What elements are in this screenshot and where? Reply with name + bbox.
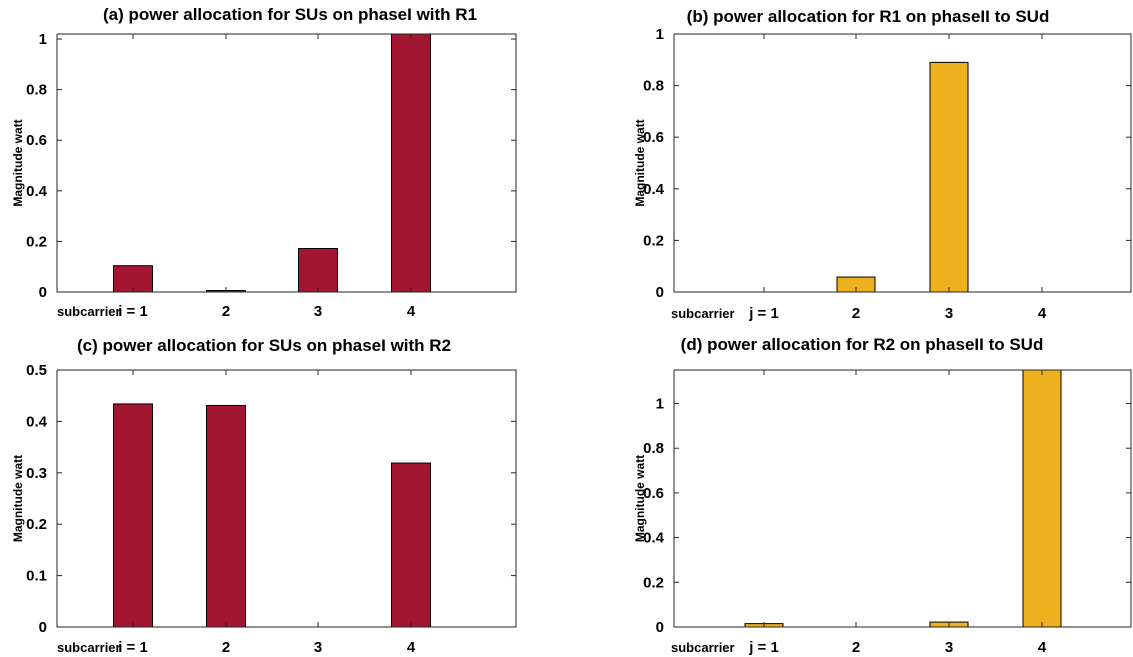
y-tick-label: 1 xyxy=(656,26,664,43)
bar-3 xyxy=(929,61,969,293)
x-tick-label: 3 xyxy=(314,303,322,320)
y-tick-label: 0.8 xyxy=(26,82,47,99)
chart-panel-c: 0 0.1 0.2 0.3 0.4 0.5 i = 1 2 3 4 subcarrier Magnit… xyxy=(0,328,566,657)
x-tick-label: 2 xyxy=(852,305,860,322)
bar-2 xyxy=(206,404,246,628)
x-tick-label: 2 xyxy=(222,303,230,320)
x-tick-label: 4 xyxy=(407,639,416,656)
bar-4 xyxy=(391,33,431,293)
axes-box xyxy=(673,369,1132,628)
chart-panel-a: 0 0.2 0.4 0.6 0.8 1 i = 1 2 3 4 subcarrier Magnitud… xyxy=(0,0,566,328)
x-tick-label: 3 xyxy=(314,639,322,656)
chart-svg: 0 0.2 0.4 0.6 0.8 1 j = 1 2 3 4 subcarrier Magnitud… xyxy=(633,7,1132,322)
y-tick-label: 0.2 xyxy=(643,574,664,591)
x-axis-label: subcarrier xyxy=(57,304,121,319)
y-tick-label: 0 xyxy=(656,284,664,301)
bar-1 xyxy=(113,403,153,628)
chart-title: (a) power allocation for SUs on phaseI w… xyxy=(103,5,477,24)
y-axis-label: Magnitude watt xyxy=(633,119,647,206)
axes-box xyxy=(673,33,1132,293)
y-tick-label: 1 xyxy=(39,31,47,48)
y-tick-label: 0.2 xyxy=(26,516,47,533)
y-tick-label: 0 xyxy=(39,619,47,636)
x-axis-label: subcarrier xyxy=(671,306,735,321)
y-tick-label: 0.2 xyxy=(26,233,47,250)
bar-4 xyxy=(1022,369,1062,628)
chart-panel-d: 0 0.2 0.4 0.6 0.8 1 j = 1 2 3 4 subcarrier Magnitud… xyxy=(566,328,1133,657)
x-tick-label: 4 xyxy=(407,303,416,320)
x-tick-label: 3 xyxy=(945,305,953,322)
x-tick-label: 2 xyxy=(222,639,230,656)
y-tick-label: 0.4 xyxy=(643,181,665,198)
chart-title: (b) power allocation for R1 on phaseII t… xyxy=(687,7,1050,26)
y-axis-label: Magnitude watt xyxy=(11,455,25,542)
y-tick-label: 0.4 xyxy=(26,413,48,430)
bar-4 xyxy=(391,462,431,628)
y-tick-label: 0.6 xyxy=(643,129,664,146)
chart-svg: 0 0.2 0.4 0.6 0.8 1 j = 1 2 3 4 subcarrier Magnitud… xyxy=(633,335,1132,656)
x-tick-label: 4 xyxy=(1038,639,1047,656)
y-tick-label: 0.4 xyxy=(26,183,48,200)
y-tick-label: 0 xyxy=(39,284,47,301)
y-tick-label: 1 xyxy=(656,396,664,413)
bar-3 xyxy=(298,247,338,293)
x-tick-label: 2 xyxy=(852,639,860,656)
x-tick-label: 4 xyxy=(1038,305,1047,322)
y-tick-label: 0.3 xyxy=(26,465,47,482)
y-tick-label: 0.1 xyxy=(26,568,47,585)
chart-title: (d) power allocation for R2 on phaseII t… xyxy=(681,335,1044,354)
axes-box xyxy=(56,33,517,293)
y-tick-label: 0.2 xyxy=(643,232,664,249)
y-tick-label: 0.8 xyxy=(643,440,664,457)
y-tick-label: 0.4 xyxy=(643,530,665,547)
x-tick-label: 3 xyxy=(945,639,953,656)
chart-title: (c) power allocation for SUs on phaseI w… xyxy=(77,336,451,355)
x-axis-label: subcarrier xyxy=(671,640,735,655)
y-tick-label: 0.5 xyxy=(26,362,47,379)
y-axis-label: Magnitude watt xyxy=(633,455,647,542)
x-tick-label: i = 1 xyxy=(118,639,148,656)
y-tick-label: 0 xyxy=(656,619,664,636)
y-tick-label: 0.8 xyxy=(643,78,664,95)
chart-panel-b: 0 0.2 0.4 0.6 0.8 1 j = 1 2 3 4 subcarrier Magnitud… xyxy=(566,0,1133,328)
chart-svg: 0 0.2 0.4 0.6 0.8 1 i = 1 2 3 4 subcarrier Magnitud… xyxy=(11,5,517,320)
chart-svg: 0 0.1 0.2 0.3 0.4 0.5 i = 1 2 3 4 subcarrier Magnit… xyxy=(11,336,517,656)
y-axis-label: Magnitude watt xyxy=(11,119,25,206)
x-tick-label: j = 1 xyxy=(748,305,779,322)
x-tick-label: j = 1 xyxy=(748,639,779,656)
y-tick-label: 0.6 xyxy=(26,132,47,149)
x-axis-label: subcarrier xyxy=(57,640,121,655)
y-tick-label: 0.6 xyxy=(643,485,664,502)
x-tick-label: i = 1 xyxy=(118,303,148,320)
